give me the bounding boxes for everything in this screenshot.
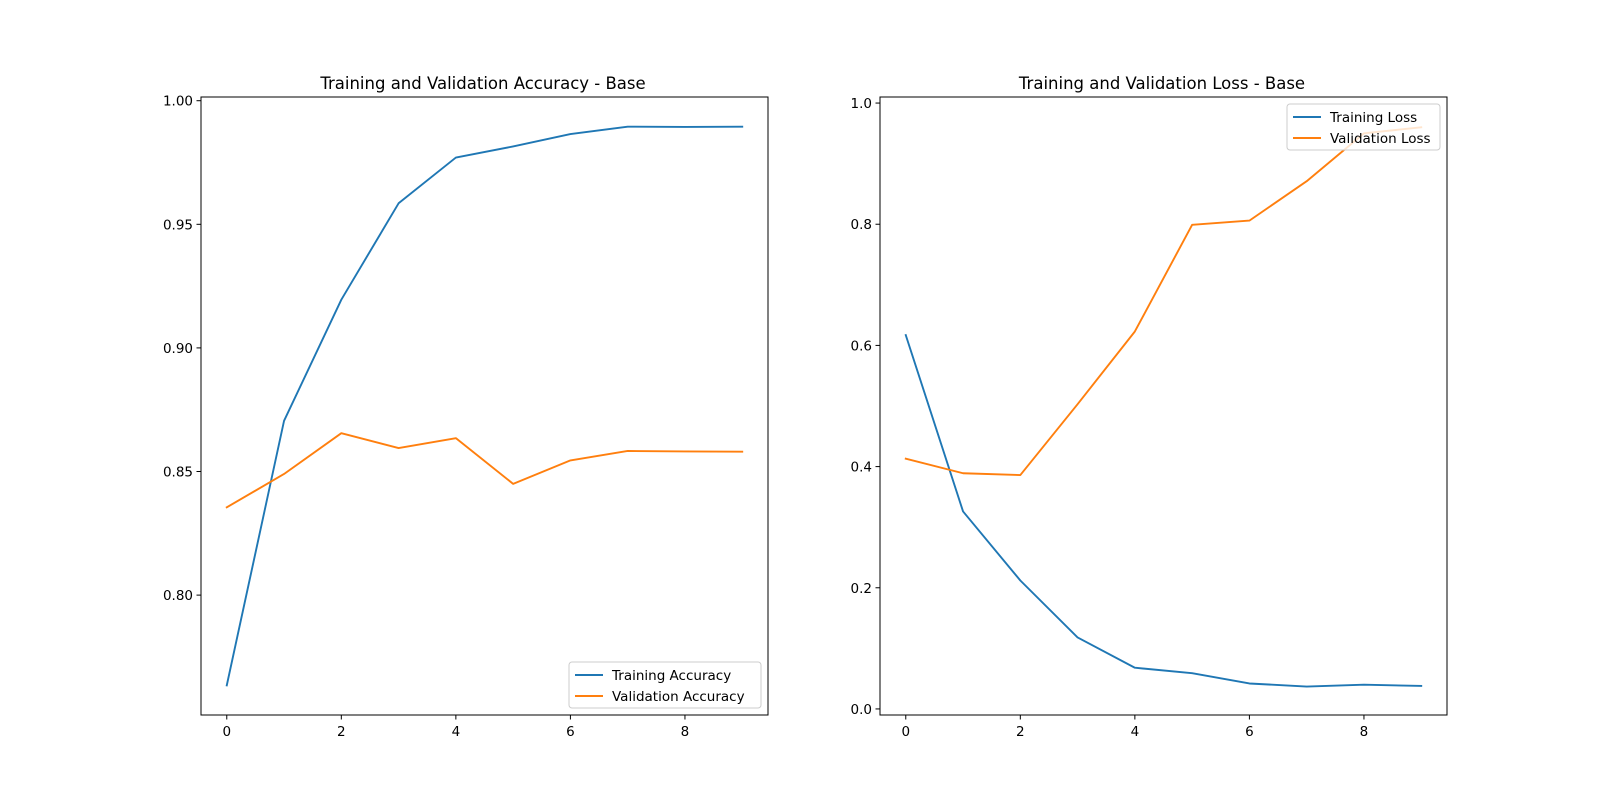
accuracy-y-tick-label: 0.80 — [163, 588, 193, 604]
loss-y-tick-label: 0.8 — [851, 217, 872, 233]
accuracy-x-tick-label: 6 — [566, 724, 575, 740]
loss-axes-frame — [879, 96, 1448, 716]
accuracy-y-tick-label: 0.90 — [163, 341, 193, 357]
accuracy-x-tick-label: 2 — [337, 724, 346, 740]
loss-y-tick-label: 0.4 — [851, 460, 872, 476]
accuracy-y-tick-label: 0.85 — [163, 465, 193, 481]
accuracy-chart: Training and Validation Accuracy - Base … — [163, 74, 769, 740]
accuracy-x-tick-label: 0 — [222, 724, 231, 740]
loss-legend-box — [1286, 103, 1441, 151]
accuracy-legend: Training Accuracy Validation Accuracy — [568, 661, 762, 709]
accuracy-x-tick-label: 4 — [452, 724, 461, 740]
loss-plot-area — [904, 126, 1423, 688]
loss-legend: Training Loss Validation Loss — [1286, 103, 1441, 151]
loss-y-tick-label: 1.0 — [851, 96, 872, 112]
loss-series-line-validation — [904, 126, 1423, 477]
accuracy-plot-area — [225, 125, 744, 687]
loss-y-tick-label: 0.2 — [851, 581, 872, 597]
accuracy-axes-frame — [200, 96, 769, 716]
accuracy-x-tick-label: 8 — [681, 724, 690, 740]
loss-legend-label: Training Loss — [1329, 110, 1417, 126]
loss-series-line-training — [904, 333, 1423, 688]
loss-x-tick-label: 4 — [1131, 724, 1140, 740]
accuracy-chart-title: Training and Validation Accuracy - Base — [319, 74, 645, 93]
accuracy-legend-label: Validation Accuracy — [612, 689, 745, 705]
accuracy-legend-box — [568, 661, 762, 709]
accuracy-series-line-training — [225, 125, 744, 687]
loss-chart-title: Training and Validation Loss - Base — [1018, 74, 1305, 93]
accuracy-y-tick-label: 0.95 — [163, 217, 193, 233]
loss-y-tick-label: 0.6 — [851, 338, 872, 354]
accuracy-series-line-validation — [225, 432, 744, 509]
loss-x-tick-label: 6 — [1245, 724, 1254, 740]
accuracy-y-tick-label: 1.00 — [163, 94, 193, 110]
loss-y-tick-label: 0.0 — [851, 702, 872, 718]
loss-x-tick-label: 0 — [901, 724, 910, 740]
loss-x-tick-label: 8 — [1360, 724, 1369, 740]
loss-x-tick-label: 2 — [1016, 724, 1025, 740]
accuracy-legend-label: Training Accuracy — [611, 668, 731, 684]
loss-chart: Training and Validation Loss - Base 0 2 4 6… — [851, 74, 1448, 740]
loss-legend-label: Validation Loss — [1330, 131, 1431, 147]
